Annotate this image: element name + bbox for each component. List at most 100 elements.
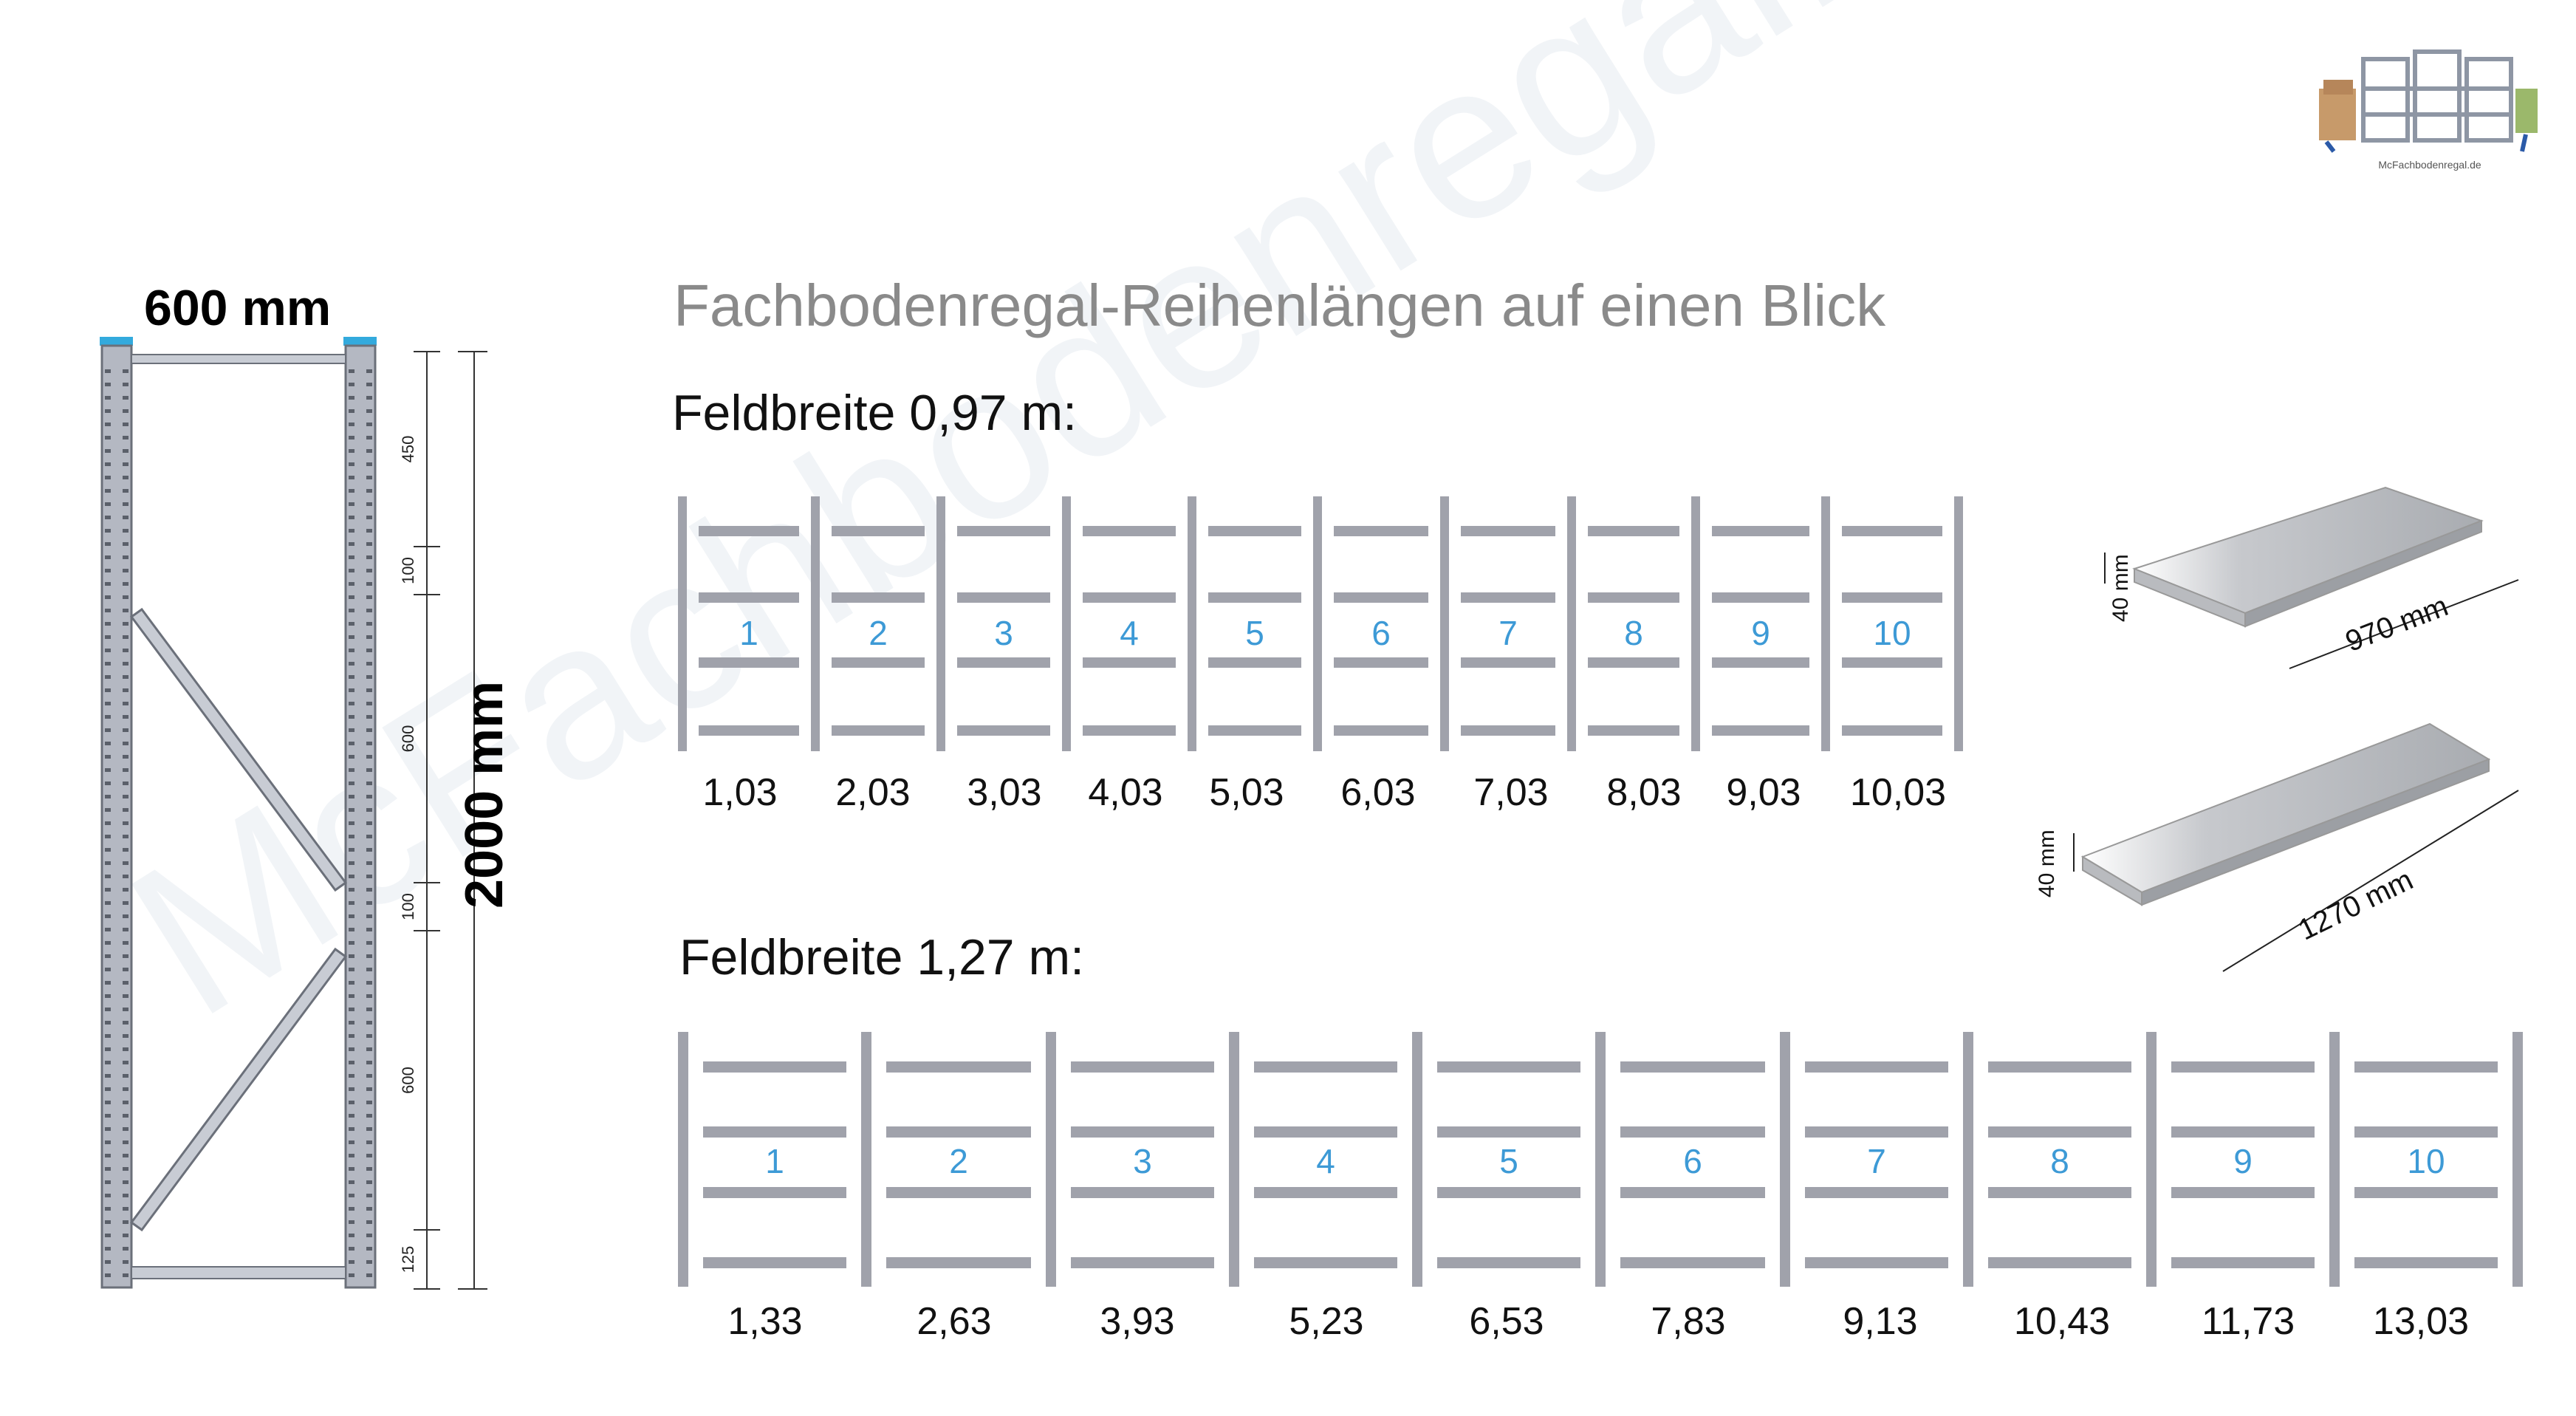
page-title: Fachbodenregal-Reihenlängen auf einen Bl… [674,273,1886,338]
upright-hole [123,688,129,692]
upright-hole [105,1180,111,1184]
bay-number: 3 [1133,1142,1152,1180]
upright-hole [349,396,354,400]
upright-hole [105,582,111,586]
upright-hole [105,1167,111,1171]
upright-hole [123,555,129,559]
upright-hole [366,768,372,772]
upright-hole [366,901,372,905]
upright-hole [349,702,354,705]
upright-hole [105,1207,111,1211]
upright-hole [366,609,372,612]
row-shelf [1712,592,1809,603]
upright-hole [123,835,129,838]
upright-hole [349,569,354,572]
upright-hole [366,383,372,386]
upright-hole [105,821,111,825]
row-upright [1046,1032,1056,1287]
board-thickness-label: 40 mm [2035,830,2059,897]
frame-drawing: 450 100 600 100 600 125 [100,337,487,1290]
row-upright [2146,1032,2157,1287]
upright-hole [349,675,354,679]
row-shelf [1842,526,1942,536]
row-shelf [2354,1126,2498,1138]
upright-hole [366,1247,372,1251]
upright-hole [349,542,354,546]
upright-hole [105,609,111,612]
upright-hole [105,1114,111,1118]
upright-hole [123,914,129,918]
upright-hole [123,1154,129,1157]
bay-number: 3 [994,614,1013,652]
upright-hole [105,755,111,759]
upright-hole [349,369,354,373]
upright-hole [349,1273,354,1277]
upright-hole [366,715,372,719]
row-shelf [957,657,1050,668]
row-length-label: 1,03 [702,771,778,814]
upright-hole [366,968,372,971]
upright-hole [123,821,129,825]
row-heading: Feldbreite 0,97 m: [672,385,1078,441]
row-length-label: 7,03 [1473,771,1549,814]
upright-hole [105,781,111,785]
upright-hole [349,835,354,838]
upright-hole [105,423,111,426]
upright-hole [366,1273,372,1277]
upright-hole [105,489,111,493]
upright-hole [349,1220,354,1224]
row-upright [1963,1032,1973,1287]
upright-hole [123,409,129,413]
row-length-label: 6,53 [1469,1300,1544,1343]
row-shelf [1071,1126,1214,1138]
upright-hole [366,516,372,519]
row-length-label: 2,63 [917,1300,992,1343]
row-length-label: 2,03 [835,771,911,814]
upright-hole [366,928,372,931]
row-shelf [1334,526,1428,536]
upright-hole [349,409,354,413]
upright-hole [123,901,129,905]
upright-hole [349,1154,354,1157]
row-length-label: 9,13 [1843,1300,1918,1343]
upright-hole [123,383,129,386]
upright-hole [123,502,129,506]
upright-hole [105,1074,111,1078]
upright-hole [105,914,111,918]
upright-hole [123,462,129,466]
upright-hole [105,941,111,945]
row-shelf [703,1126,846,1138]
row-length-label: 3,93 [1100,1300,1175,1343]
upright-hole [123,1194,129,1197]
upright-hole [366,808,372,812]
upright-hole [349,489,354,493]
upright-hole [105,861,111,865]
row-shelf [1083,725,1176,736]
upright-hole [349,662,354,666]
upright-hole [366,489,372,493]
upright-hole [105,835,111,838]
upright-hole [366,954,372,958]
upright-hole [366,1061,372,1064]
upright-hole [123,968,129,971]
frame-upright-right [344,344,377,1289]
shelf-board-1270 [2073,722,2519,972]
upright-hole [349,449,354,453]
upright-hole [349,728,354,732]
upright-hole [123,941,129,945]
upright-holes-right [349,369,372,1277]
row-upright [1188,496,1196,751]
row-upright [1313,496,1322,751]
upright-hole [366,781,372,785]
upright-hole [349,635,354,639]
bay-number: 1 [765,1142,784,1180]
bay-number: 9 [2233,1142,2253,1180]
upright-hole [105,968,111,971]
upright-hole [105,569,111,572]
bay-number: 6 [1683,1142,1702,1180]
upright-hole [123,795,129,798]
upright-hole [349,795,354,798]
upright-hole [366,981,372,985]
upright-hole [366,755,372,759]
